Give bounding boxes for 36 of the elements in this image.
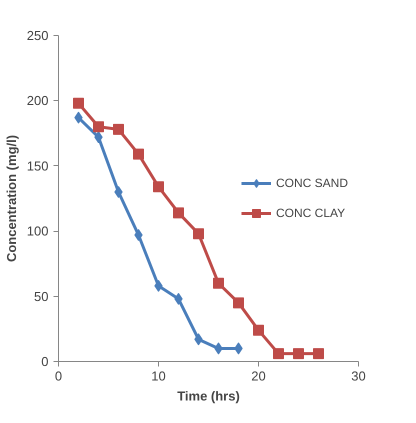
legend-label: CONC CLAY	[276, 206, 346, 220]
x-axis-title: Time (hrs)	[177, 388, 240, 404]
y-tick-label: 150	[26, 158, 49, 174]
point	[73, 98, 84, 109]
y-axis-title: Concentration (mg/l)	[4, 134, 19, 262]
point	[154, 280, 163, 292]
point	[293, 348, 304, 360]
y-tick-label: 100	[26, 224, 49, 239]
point	[253, 324, 264, 336]
point	[133, 148, 144, 160]
y-tick-label: 250	[26, 28, 49, 43]
point	[74, 112, 83, 124]
x-tick-label: 0	[54, 368, 62, 384]
x-tick-label: 20	[251, 368, 266, 384]
point	[113, 124, 124, 135]
legend-label: CONC SAND	[276, 176, 348, 190]
y-tick-label: 50	[34, 288, 49, 304]
point	[114, 186, 123, 198]
point	[153, 181, 164, 192]
point	[273, 348, 284, 360]
point	[93, 121, 104, 132]
point	[213, 278, 224, 289]
y-tick-label: 200	[26, 93, 49, 108]
point	[313, 348, 324, 360]
point	[173, 207, 184, 218]
point	[193, 228, 204, 240]
point	[233, 297, 244, 308]
point	[194, 333, 203, 346]
point	[134, 229, 143, 242]
x-tick-label: 10	[151, 368, 166, 384]
point	[214, 342, 223, 354]
x-tick-label: 30	[351, 368, 366, 384]
y-tick-label: 0	[41, 354, 49, 369]
point	[234, 342, 243, 354]
point	[94, 131, 103, 144]
point	[174, 292, 183, 305]
